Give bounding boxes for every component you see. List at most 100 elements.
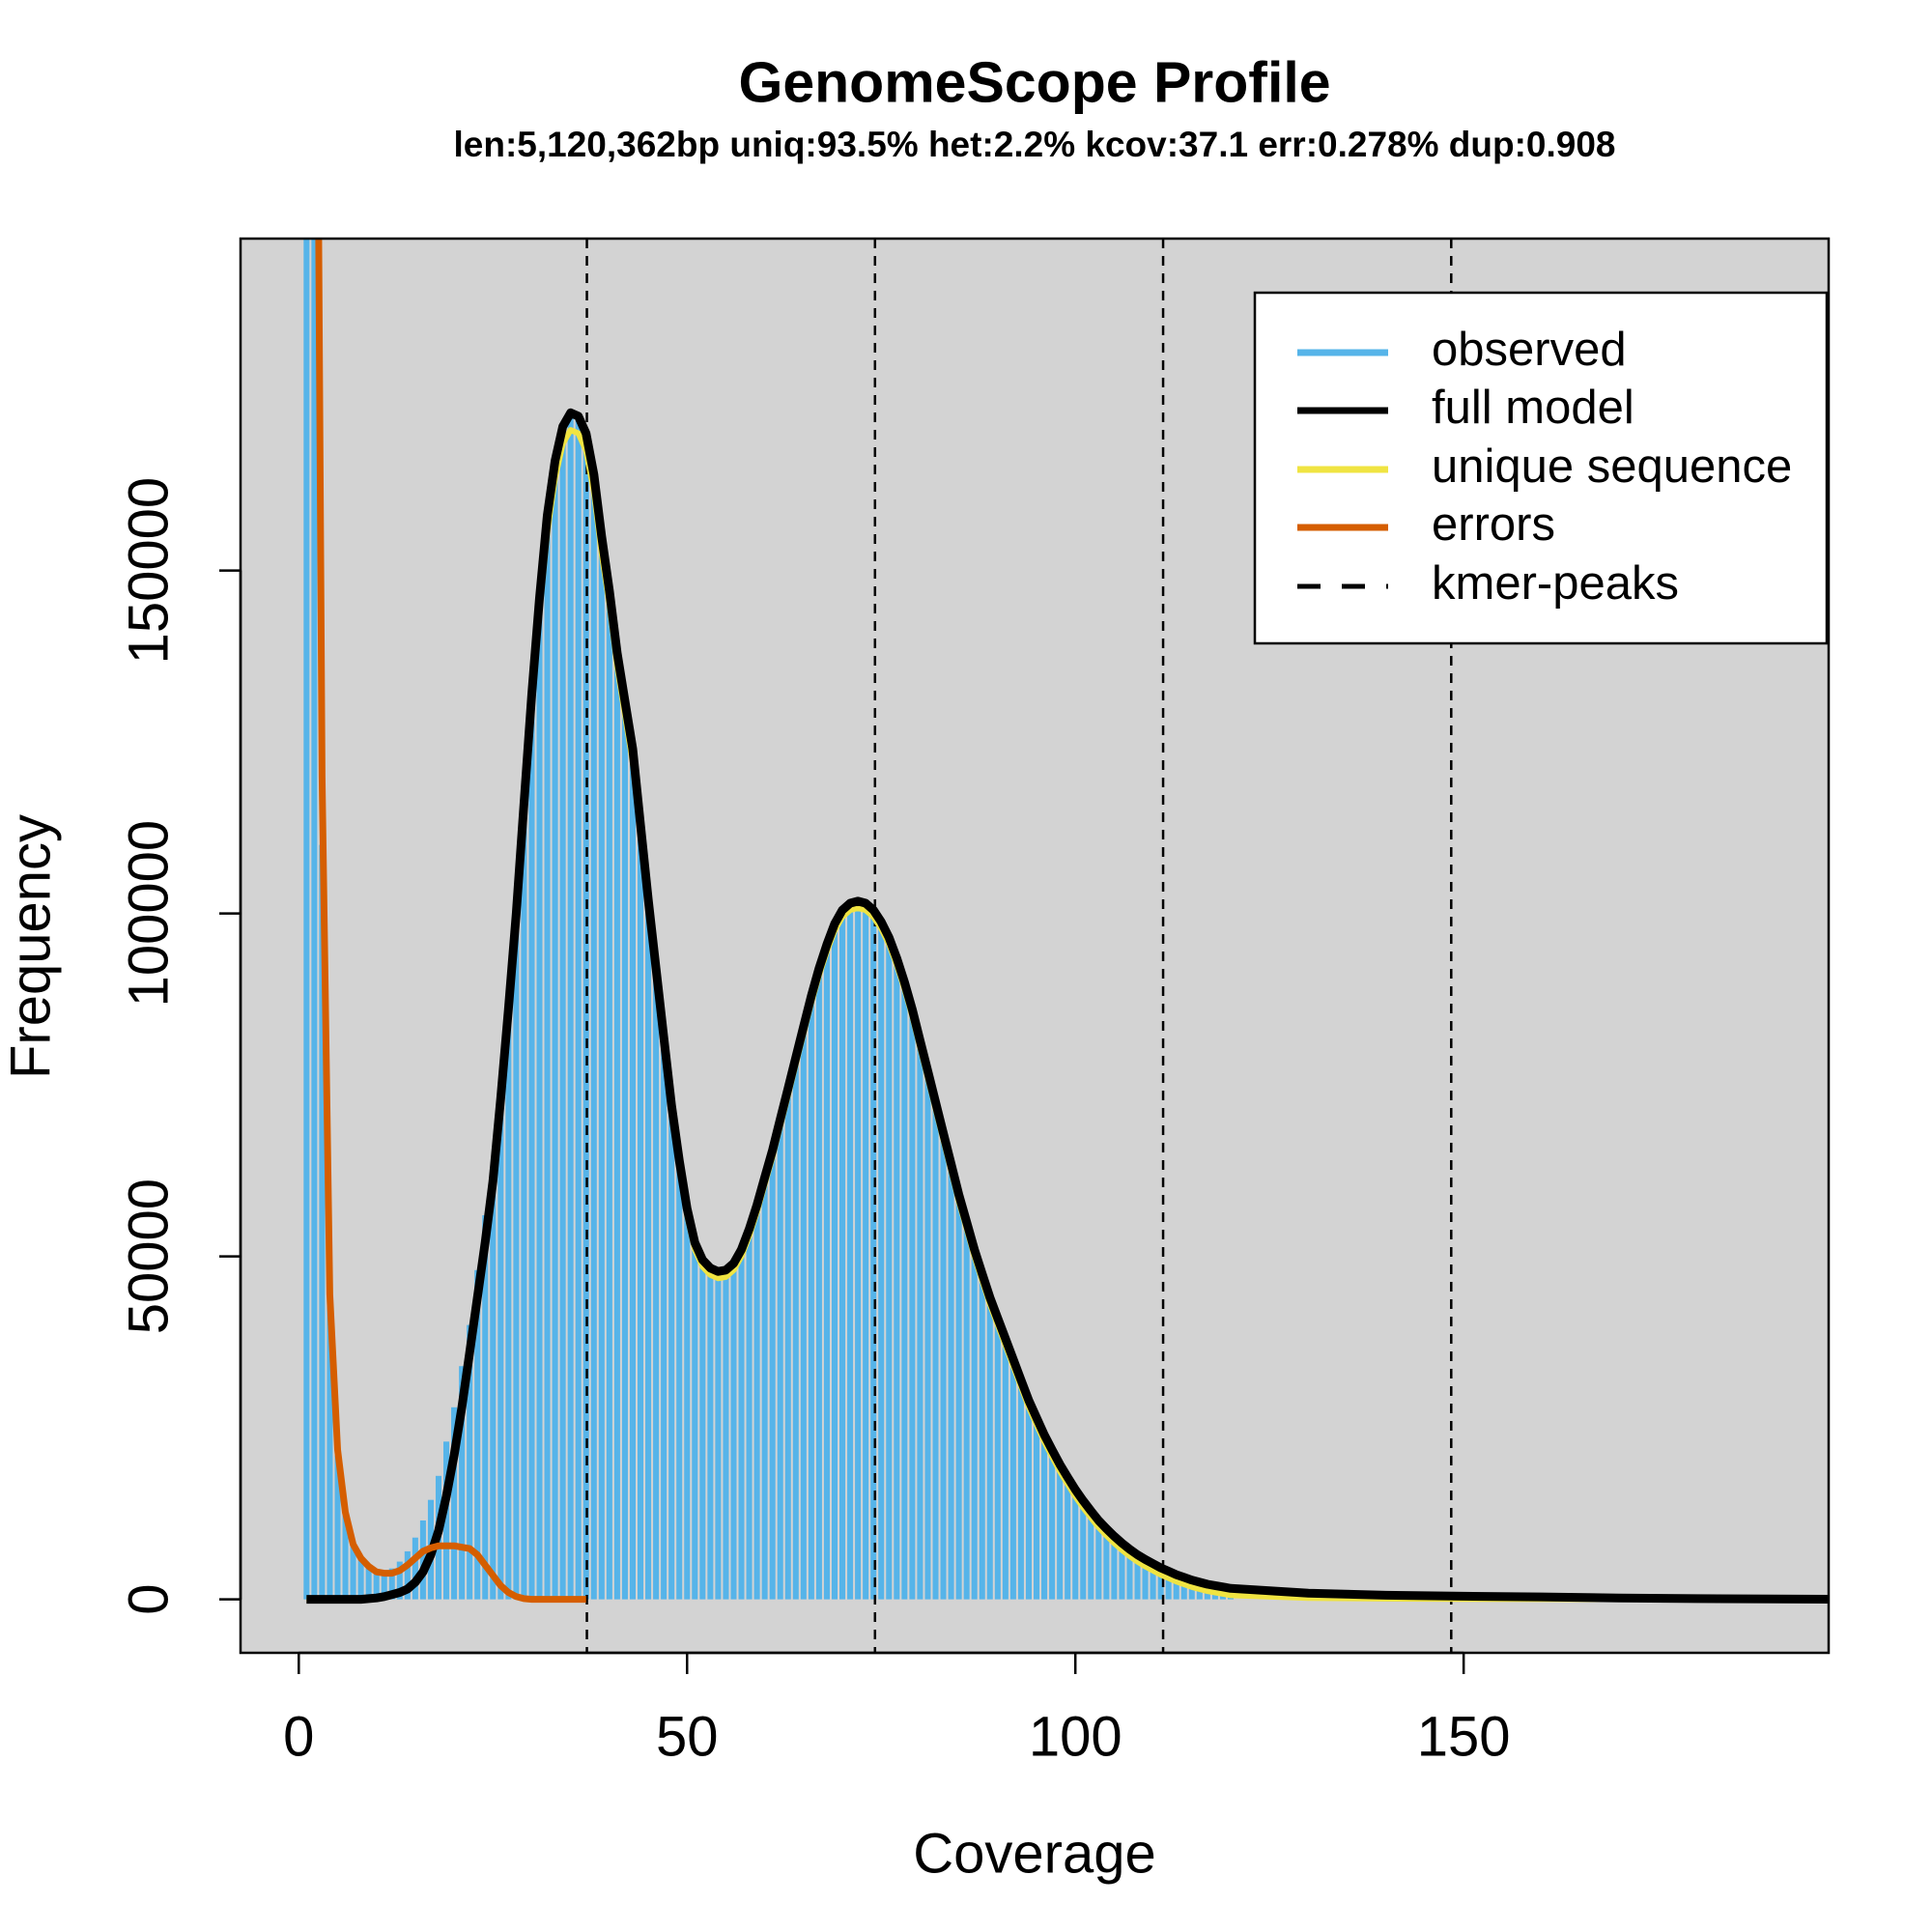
histogram-bar [1219, 1595, 1226, 1600]
histogram-bar [575, 415, 582, 1600]
histogram-bar [559, 426, 566, 1600]
legend-label: observed [1432, 324, 1627, 376]
histogram-bar [303, 239, 310, 1600]
legend-label: errors [1432, 498, 1555, 551]
histogram-bar [994, 1318, 1001, 1600]
x-tick-label: 50 [656, 1705, 719, 1768]
histogram-bar [784, 1088, 791, 1600]
histogram-bar [637, 824, 644, 1600]
histogram-bar [1072, 1490, 1079, 1600]
histogram-bar [350, 1544, 356, 1600]
histogram-bar [1165, 1575, 1172, 1600]
histogram-bar [505, 1009, 512, 1600]
histogram-bar [894, 957, 900, 1600]
histogram-bar [692, 1242, 698, 1600]
histogram-bar [482, 1215, 489, 1600]
y-tick-label: 0 [117, 1583, 180, 1614]
histogram-bar [808, 995, 814, 1600]
histogram-bar [792, 1057, 799, 1600]
histogram-bar [715, 1271, 722, 1600]
histogram-bar [863, 902, 869, 1600]
histogram-bar [319, 844, 326, 1600]
histogram-bar [567, 412, 574, 1600]
histogram-bar [1088, 1511, 1094, 1600]
histogram-bar [1126, 1548, 1133, 1600]
histogram-bar [1049, 1449, 1056, 1600]
histogram-bar [1111, 1536, 1118, 1600]
histogram-bar [1188, 1586, 1195, 1600]
histogram-bar [1150, 1566, 1156, 1600]
histogram-bar [404, 1550, 411, 1600]
histogram-bar [474, 1269, 481, 1600]
histogram-bar [1065, 1477, 1071, 1600]
histogram-bar [451, 1406, 458, 1600]
y-tick-label: 50000 [117, 1179, 180, 1334]
histogram-bar [1033, 1417, 1040, 1600]
histogram-bar [412, 1537, 418, 1600]
histogram-bar [653, 968, 660, 1600]
legend-label: unique sequence [1432, 440, 1792, 493]
histogram-bar [1142, 1561, 1149, 1600]
histogram-bar [365, 1566, 372, 1600]
histogram-bar [924, 1070, 931, 1600]
histogram-bar [467, 1324, 473, 1600]
histogram-bar [1180, 1582, 1187, 1600]
histogram-bar [388, 1568, 395, 1600]
histogram-bar [334, 1455, 341, 1600]
histogram-bar [909, 1009, 916, 1600]
histogram-bar [870, 910, 877, 1600]
histogram-bar [901, 981, 908, 1600]
histogram-bar [1025, 1400, 1032, 1600]
legend-label: full model [1432, 382, 1634, 434]
chart-subtitle: len:5,120,362bp uniq:93.5% het:2.2% kcov… [453, 125, 1615, 164]
histogram-bar [940, 1132, 947, 1600]
histogram-bar [357, 1558, 364, 1600]
plot-area [303, 239, 1829, 1653]
histogram-bar [878, 922, 885, 1600]
y-axis-label: Frequency [0, 814, 62, 1079]
histogram-bar [1134, 1554, 1141, 1600]
histogram-bar [948, 1163, 954, 1600]
histogram-bar [963, 1222, 970, 1600]
histogram-bar [668, 1105, 675, 1600]
histogram-bar [606, 590, 612, 1600]
histogram-bar [1157, 1571, 1164, 1600]
histogram-bar [1002, 1338, 1009, 1600]
histogram-bar [955, 1194, 962, 1600]
legend-label: kmer-peaks [1432, 557, 1679, 610]
histogram-bar [613, 652, 620, 1600]
histogram-bar [753, 1205, 760, 1600]
histogram-bar [777, 1119, 783, 1600]
histogram-bar [373, 1570, 380, 1600]
histogram-bar [598, 536, 605, 1600]
histogram-bar [590, 474, 597, 1600]
histogram-bar [459, 1366, 466, 1600]
histogram-bar [544, 515, 551, 1600]
histogram-bar [1196, 1588, 1203, 1600]
histogram-bar [847, 902, 854, 1600]
histogram-bar [855, 900, 862, 1600]
histogram-bar [381, 1572, 387, 1600]
histogram-bar [761, 1177, 768, 1600]
histogram-bar [986, 1297, 993, 1600]
histogram-bar [396, 1561, 403, 1600]
histogram-bar [1017, 1379, 1024, 1600]
histogram-bar [1211, 1593, 1218, 1600]
x-tick-label: 150 [1417, 1705, 1511, 1768]
histogram-bar [490, 1180, 497, 1600]
histogram-bar [497, 1098, 504, 1600]
histogram-bar [1173, 1579, 1179, 1600]
histogram-bar [831, 923, 838, 1600]
histogram-bar [1103, 1528, 1110, 1600]
histogram-bar [552, 461, 558, 1600]
histogram-bar [1095, 1520, 1102, 1600]
histogram-bar [1057, 1463, 1064, 1600]
histogram-bar [979, 1273, 985, 1600]
histogram-bar [769, 1150, 776, 1600]
histogram-bar [676, 1160, 683, 1600]
histogram-bar [684, 1208, 691, 1600]
histogram-bar [1041, 1435, 1048, 1600]
